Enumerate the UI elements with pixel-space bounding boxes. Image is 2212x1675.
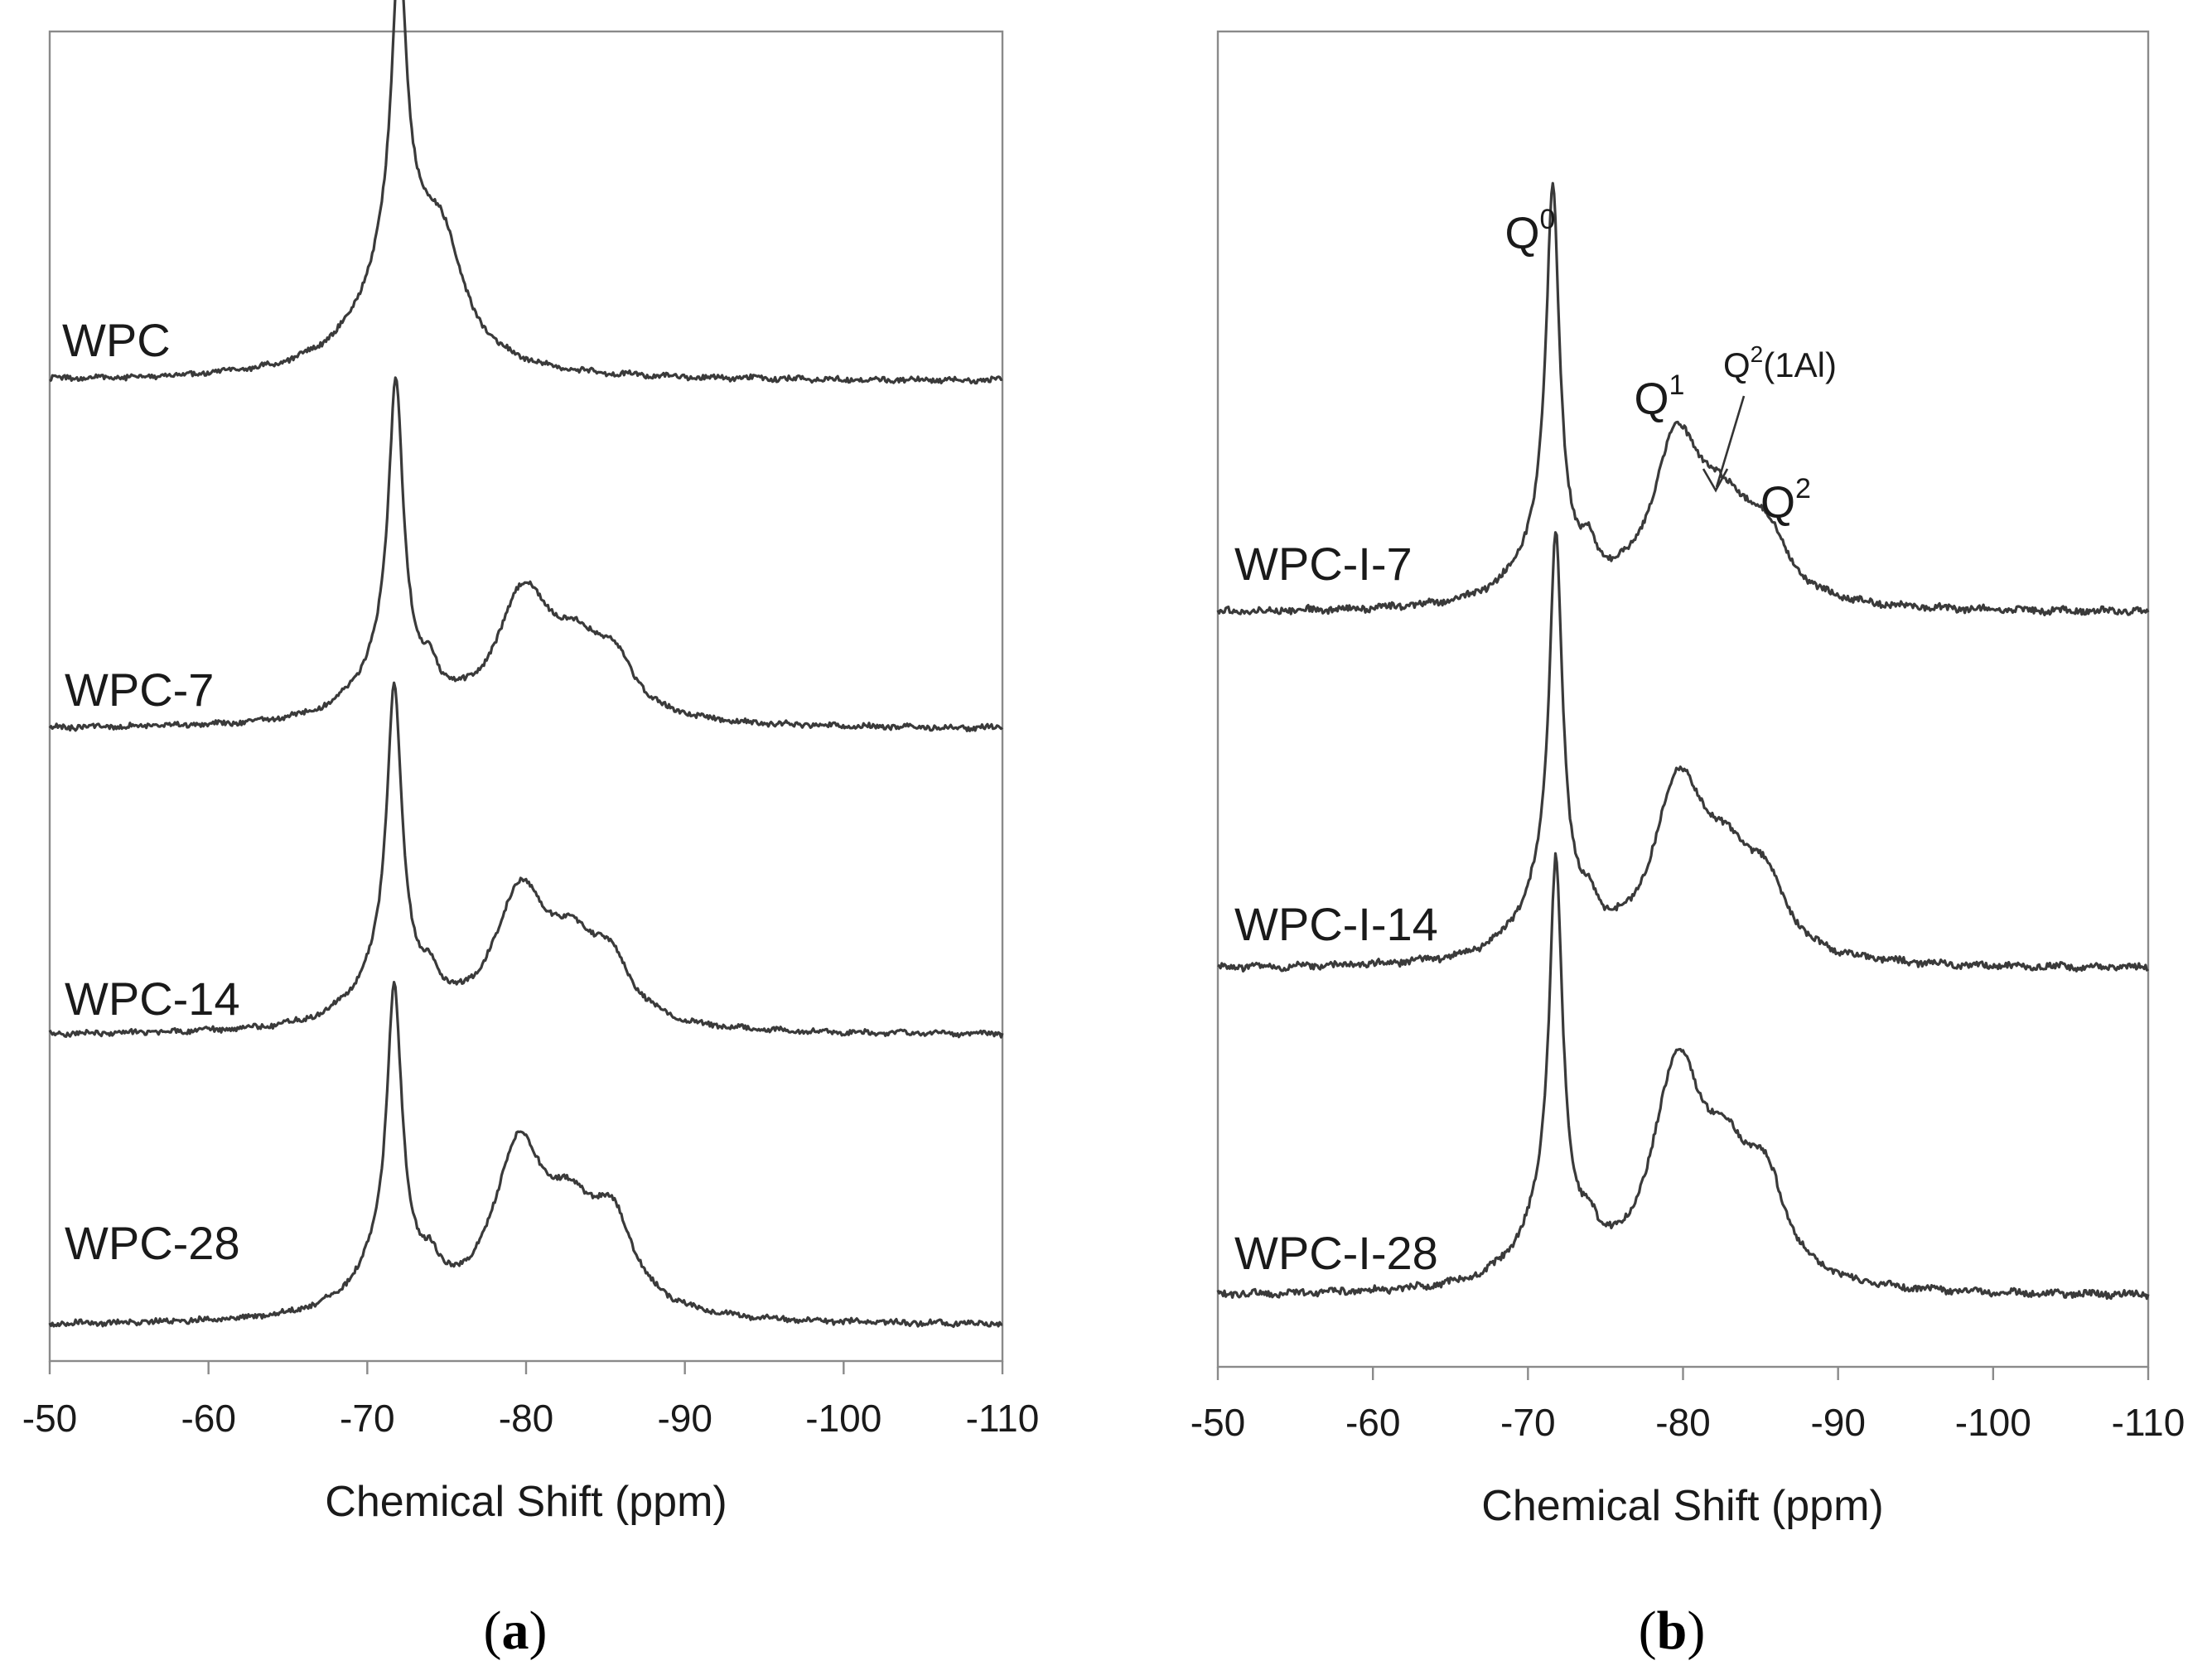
annotation-arrow bbox=[1702, 395, 1746, 493]
panel-a-series-label-wpc-7: WPC-7 bbox=[65, 664, 214, 716]
panel-b-xtick-5: -100 bbox=[1955, 1401, 2031, 1444]
annotation-q2-1al: Q2(1Al) bbox=[1723, 341, 1837, 384]
panel-a-series-label-wpc: WPC bbox=[62, 314, 171, 366]
panel-a: -50 -60 -70 -80 -90 -100 -110 Chemical S… bbox=[22, 0, 1040, 1661]
panel-b-series bbox=[1216, 181, 2150, 1301]
panel-a-series-label-wpc-14: WPC-14 bbox=[65, 973, 240, 1025]
panel-a-series bbox=[48, 0, 1004, 1329]
panel-b-x-axis-title: Chemical Shift (ppm) bbox=[1481, 1482, 1883, 1530]
panel-a-xtick-1: -60 bbox=[181, 1397, 235, 1440]
panel-a-xtick-4: -90 bbox=[657, 1397, 712, 1440]
panel-b-caption: (b) bbox=[1639, 1600, 1706, 1661]
spectrum-wpc-i-14 bbox=[1217, 531, 2149, 973]
panel-b-x-ticks bbox=[1216, 1367, 2150, 1380]
panel-b-xtick-6: -110 bbox=[2112, 1401, 2185, 1444]
panel-a-x-axis-title: Chemical Shift (ppm) bbox=[325, 1478, 727, 1526]
panel-b-frame bbox=[1216, 30, 2150, 1368]
annotation-q2: Q2 bbox=[1760, 473, 1811, 528]
panel-a-xtick-5: -100 bbox=[805, 1397, 881, 1440]
annotation-arrow-head bbox=[1702, 468, 1729, 493]
annotation-q0: Q0 bbox=[1505, 204, 1556, 258]
annotation-arrow-shaft bbox=[1715, 395, 1746, 488]
panel-a-caption: (a) bbox=[484, 1600, 548, 1661]
panel-b-xtick-4: -90 bbox=[1810, 1401, 1865, 1444]
panel-b: -50 -60 -70 -80 -90 -100 -110 Chemical S… bbox=[1191, 30, 2185, 1661]
panel-a-caption-letter: a bbox=[502, 1600, 529, 1661]
panel-a-series-label-wpc-28: WPC-28 bbox=[65, 1217, 240, 1269]
spectrum-wpc-28 bbox=[48, 981, 1003, 1329]
spectrum-wpc-i-7 bbox=[1216, 181, 2150, 616]
panel-b-xtick-0: -50 bbox=[1191, 1401, 1245, 1444]
spectrum-wpc-7 bbox=[48, 376, 1003, 732]
panel-a-xtick-0: -50 bbox=[22, 1397, 77, 1440]
panel-b-series-label-wpc-i-28: WPC-I-28 bbox=[1234, 1227, 1438, 1279]
panel-b-xtick-1: -60 bbox=[1345, 1401, 1400, 1444]
panel-a-xtick-2: -70 bbox=[340, 1397, 394, 1440]
panel-b-series-label-wpc-i-7: WPC-I-7 bbox=[1234, 538, 1413, 590]
panel-b-xtick-3: -80 bbox=[1655, 1401, 1710, 1444]
panel-b-xtick-2: -70 bbox=[1500, 1401, 1555, 1444]
spectrum-wpc-i-28 bbox=[1216, 852, 2150, 1301]
panel-b-series-label-wpc-i-14: WPC-I-14 bbox=[1234, 898, 1438, 950]
panel-b-caption-letter: b bbox=[1657, 1600, 1688, 1661]
spectrum-wpc bbox=[49, 0, 1003, 385]
panel-a-x-ticks bbox=[48, 1361, 1004, 1374]
annotation-q1: Q1 bbox=[1635, 369, 1685, 424]
panel-a-xtick-3: -80 bbox=[499, 1397, 553, 1440]
panel-a-xtick-6: -110 bbox=[966, 1397, 1040, 1440]
spectrum-wpc-14 bbox=[48, 681, 1004, 1039]
